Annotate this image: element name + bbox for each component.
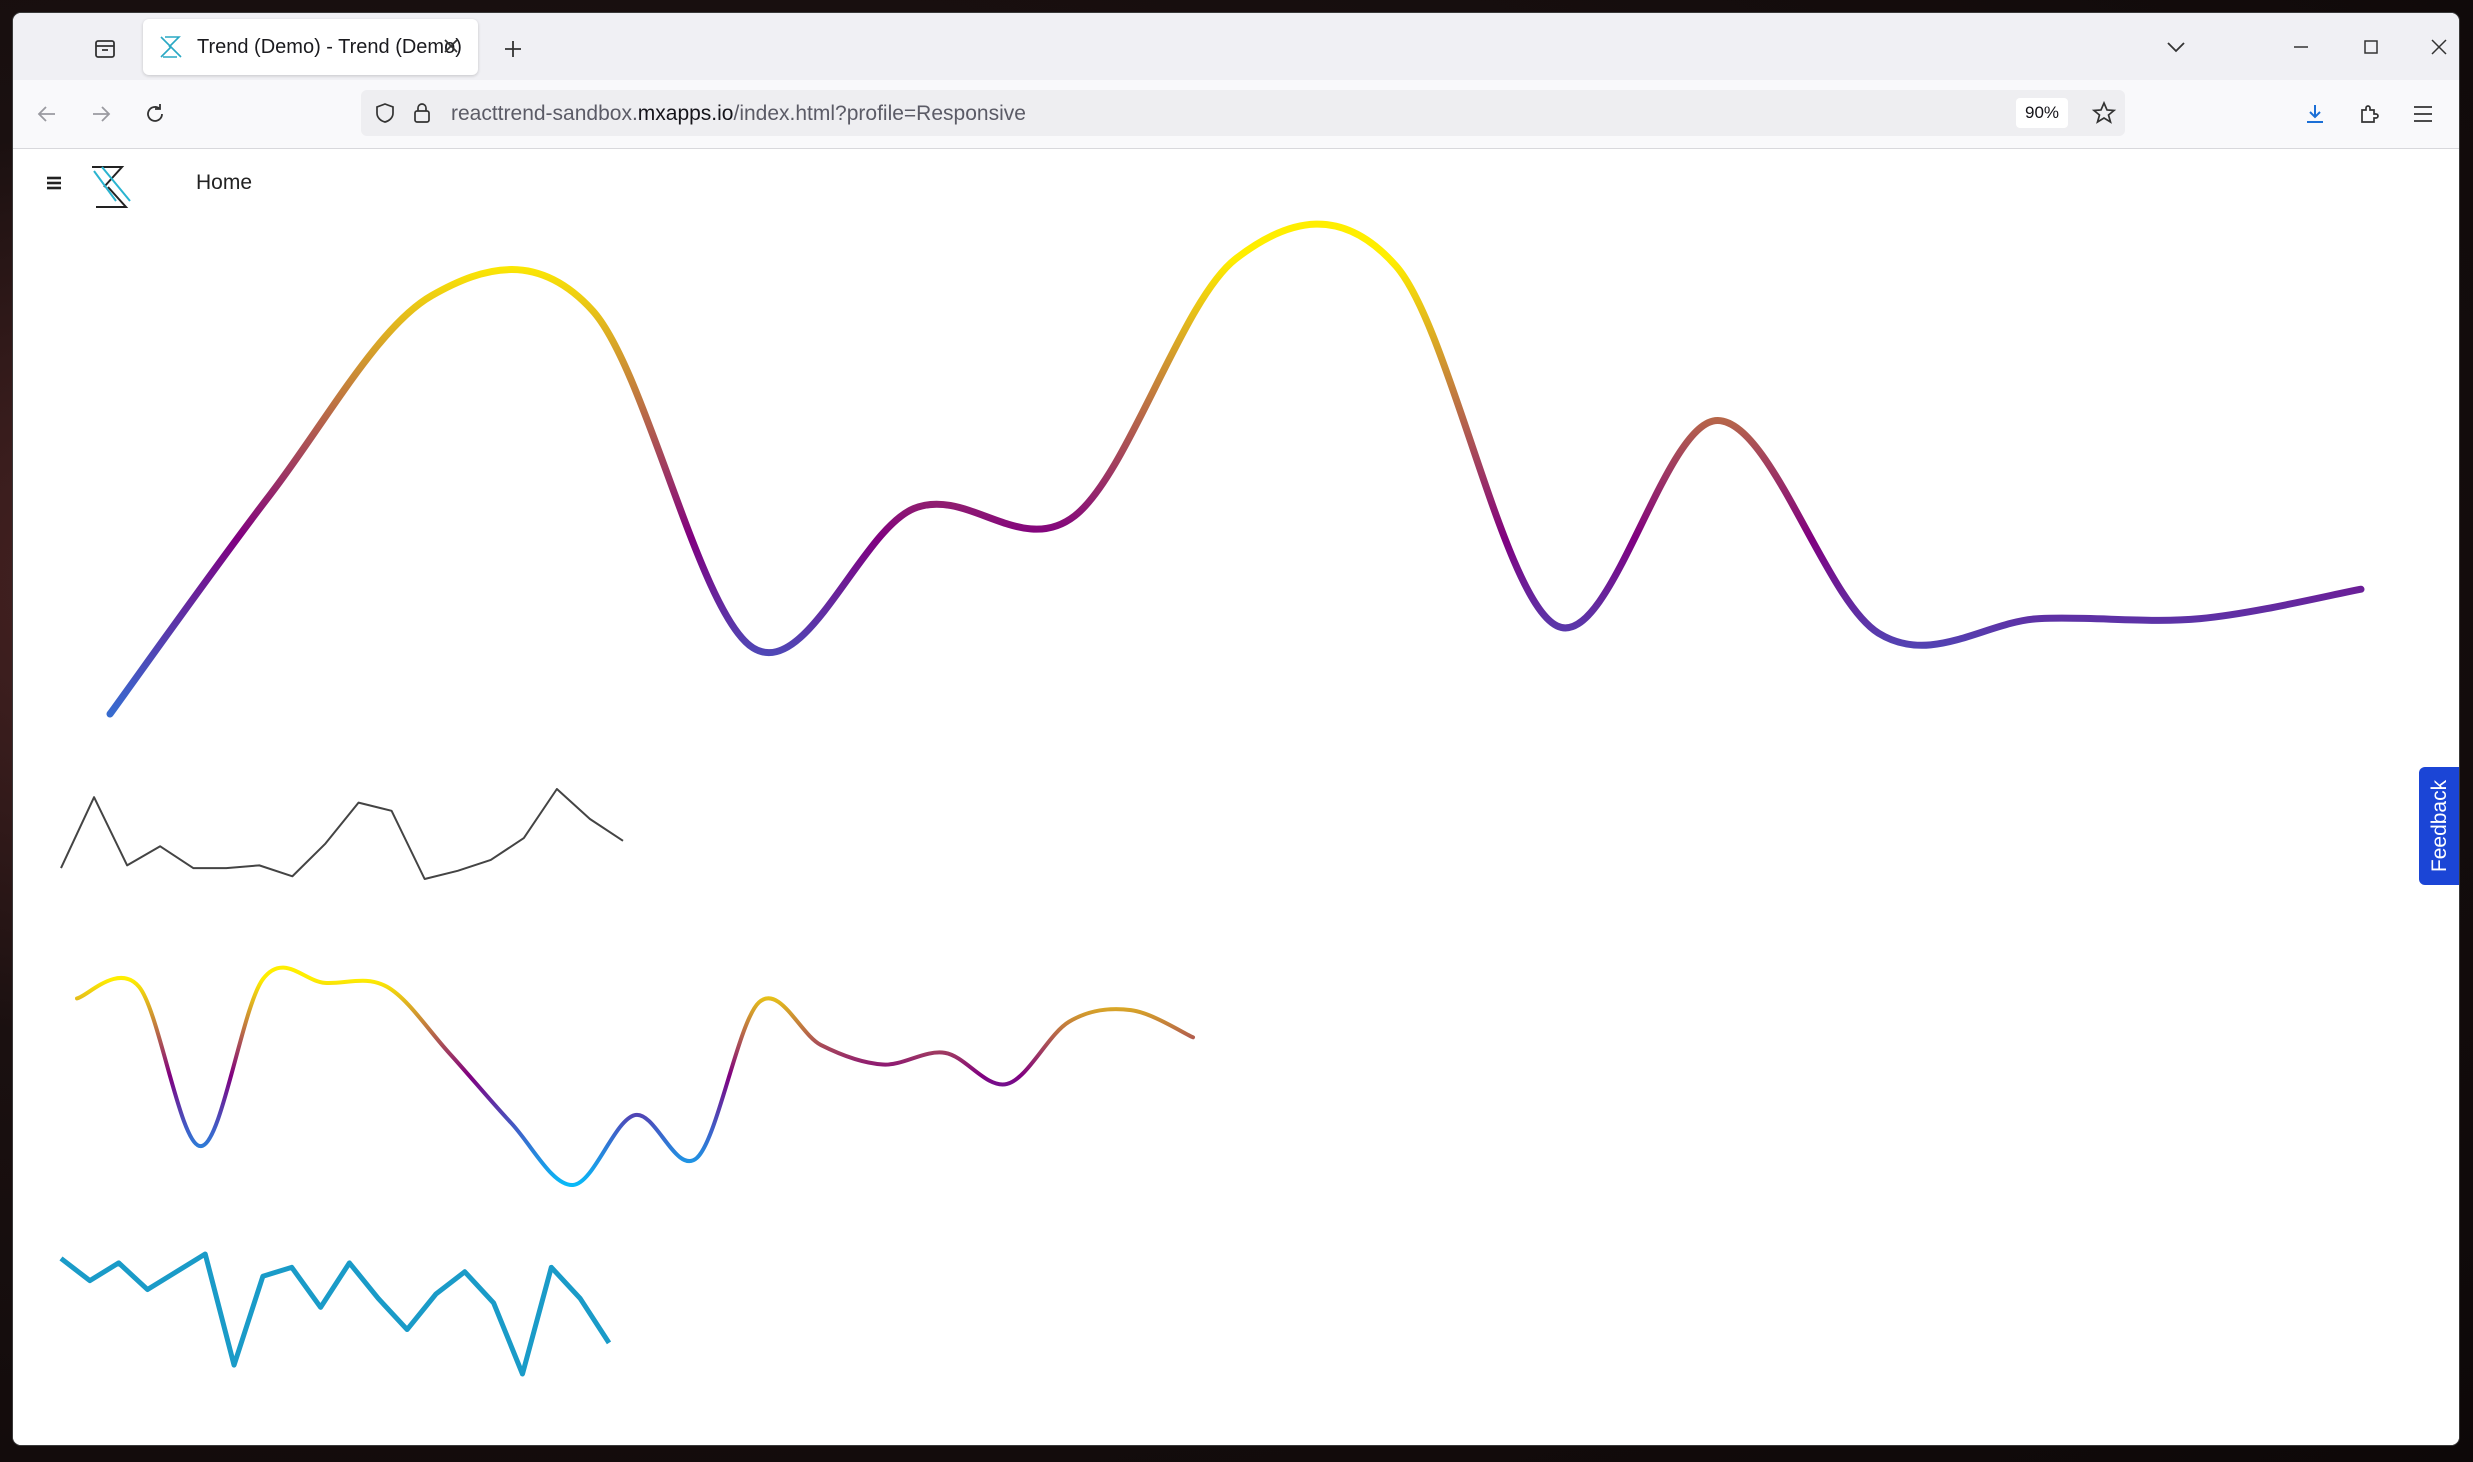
trend-line-4 bbox=[59, 1251, 612, 1377]
arrow-right-icon bbox=[93, 106, 111, 122]
address-bar[interactable]: reacttrend-sandbox.mxapps.io/index.html?… bbox=[361, 90, 2125, 136]
close-icon bbox=[444, 39, 458, 53]
hamburger-icon bbox=[47, 176, 61, 190]
tab-active[interactable]: Trend (Demo) - Trend (Demo) bbox=[143, 19, 478, 75]
reload-button[interactable] bbox=[135, 94, 175, 134]
url-text[interactable]: reacttrend-sandbox.mxapps.io/index.html?… bbox=[451, 102, 1026, 126]
download-icon bbox=[2307, 105, 2323, 123]
tab-close-button[interactable] bbox=[438, 33, 464, 59]
trend-line-2 bbox=[60, 788, 624, 880]
plus-icon bbox=[505, 41, 521, 57]
lock-icon[interactable] bbox=[411, 101, 433, 125]
nav-home-link[interactable]: Home bbox=[196, 171, 253, 194]
tab-title: Trend (Demo) - Trend (Demo) bbox=[197, 36, 462, 58]
chevron-down-icon bbox=[2167, 42, 2185, 53]
maximize-icon bbox=[2364, 40, 2378, 54]
star-icon[interactable] bbox=[2091, 100, 2117, 126]
tab-list-button[interactable] bbox=[85, 29, 125, 69]
trend-charts bbox=[59, 220, 2365, 1377]
app-menu-button[interactable] bbox=[2403, 94, 2443, 134]
maximize-button[interactable] bbox=[2349, 27, 2393, 67]
hamburger-icon bbox=[2414, 106, 2432, 122]
puzzle-icon bbox=[2361, 105, 2379, 123]
minimize-button[interactable] bbox=[2279, 27, 2323, 67]
tab-strip: Trend (Demo) - Trend (Demo) bbox=[13, 13, 2459, 80]
url-host: mxapps.io bbox=[637, 102, 734, 125]
feedback-button[interactable]: Feedback bbox=[2419, 767, 2459, 885]
trend-line-3 bbox=[75, 965, 1195, 1188]
zoom-level-button[interactable]: 90% bbox=[2016, 98, 2068, 128]
navigation-bar: reacttrend-sandbox.mxapps.io/index.html?… bbox=[13, 80, 2459, 149]
forward-button[interactable] bbox=[81, 94, 121, 134]
minimize-icon bbox=[2294, 46, 2308, 48]
browser-window: Trend (Demo) - Trend (Demo) bbox=[13, 13, 2459, 1445]
feedback-label: Feedback bbox=[2428, 779, 2452, 873]
url-path: /index.html?profile=Responsive bbox=[733, 102, 1026, 125]
shield-icon[interactable] bbox=[373, 101, 397, 125]
list-all-tabs-button[interactable] bbox=[2154, 27, 2198, 67]
reload-icon bbox=[147, 104, 163, 122]
close-icon bbox=[2431, 39, 2447, 55]
extensions-button[interactable] bbox=[2349, 94, 2389, 134]
url-prefix: reacttrend-sandbox. bbox=[451, 102, 638, 125]
new-tab-button[interactable] bbox=[493, 29, 533, 69]
trend-line-1 bbox=[106, 220, 2365, 718]
back-button[interactable] bbox=[27, 94, 67, 134]
page-content: Home Feedback bbox=[13, 149, 2459, 1445]
downloads-button[interactable] bbox=[2295, 94, 2335, 134]
mendix-favicon-icon bbox=[160, 36, 182, 58]
sidebar-toggle-button[interactable] bbox=[45, 175, 71, 201]
mendix-logo-icon[interactable] bbox=[86, 161, 138, 213]
close-window-button[interactable] bbox=[2417, 27, 2459, 67]
arrow-left-icon bbox=[37, 106, 55, 122]
tab-list-icon bbox=[95, 40, 115, 58]
